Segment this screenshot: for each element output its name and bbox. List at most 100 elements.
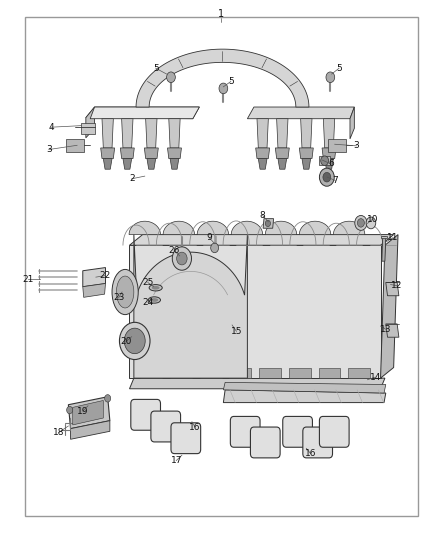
FancyBboxPatch shape: [131, 399, 160, 430]
Polygon shape: [102, 119, 113, 148]
Circle shape: [355, 215, 367, 230]
Circle shape: [265, 220, 271, 227]
Text: 5: 5: [153, 64, 159, 72]
Polygon shape: [302, 159, 311, 169]
Ellipse shape: [150, 298, 158, 302]
Polygon shape: [333, 221, 365, 235]
Ellipse shape: [112, 269, 138, 314]
Text: 15: 15: [231, 327, 242, 336]
Ellipse shape: [152, 286, 159, 289]
Circle shape: [211, 243, 219, 253]
Text: 2: 2: [129, 174, 134, 183]
FancyBboxPatch shape: [230, 416, 260, 447]
Ellipse shape: [149, 285, 162, 291]
Polygon shape: [66, 139, 84, 152]
Polygon shape: [86, 107, 199, 119]
Polygon shape: [71, 421, 110, 439]
Polygon shape: [68, 397, 110, 429]
Polygon shape: [170, 368, 192, 378]
Polygon shape: [83, 284, 106, 297]
Polygon shape: [167, 148, 181, 159]
Ellipse shape: [117, 276, 134, 308]
Text: 7: 7: [332, 176, 338, 185]
Polygon shape: [130, 245, 381, 378]
Circle shape: [321, 156, 328, 165]
Text: 18: 18: [53, 428, 64, 437]
Text: 3: 3: [353, 141, 360, 150]
Polygon shape: [146, 119, 157, 148]
Polygon shape: [141, 368, 162, 378]
FancyBboxPatch shape: [251, 427, 280, 458]
Text: 13: 13: [380, 325, 392, 334]
Polygon shape: [103, 159, 112, 169]
Text: 14: 14: [370, 373, 381, 382]
Polygon shape: [247, 107, 354, 119]
FancyBboxPatch shape: [283, 416, 312, 447]
Circle shape: [172, 247, 191, 270]
Polygon shape: [169, 119, 180, 148]
Polygon shape: [289, 368, 311, 378]
Circle shape: [124, 328, 145, 354]
Text: 9: 9: [207, 233, 212, 243]
Polygon shape: [200, 368, 222, 378]
Polygon shape: [197, 221, 229, 235]
Polygon shape: [323, 119, 335, 148]
Polygon shape: [136, 49, 309, 107]
FancyBboxPatch shape: [319, 416, 349, 447]
Text: 1: 1: [218, 9, 224, 19]
Polygon shape: [130, 235, 394, 245]
Polygon shape: [86, 107, 95, 138]
Polygon shape: [231, 221, 263, 235]
Polygon shape: [325, 159, 333, 169]
Polygon shape: [256, 148, 270, 159]
Polygon shape: [163, 221, 194, 235]
Polygon shape: [223, 382, 386, 393]
Text: 3: 3: [46, 145, 52, 154]
Text: 12: 12: [392, 281, 403, 290]
Polygon shape: [318, 368, 340, 378]
Polygon shape: [386, 324, 399, 337]
Polygon shape: [120, 148, 134, 159]
Polygon shape: [322, 148, 336, 159]
Text: 16: 16: [189, 423, 201, 432]
Polygon shape: [129, 221, 160, 235]
Polygon shape: [147, 159, 155, 169]
Circle shape: [366, 217, 376, 229]
Text: 5: 5: [228, 77, 233, 86]
Text: 23: 23: [113, 293, 124, 302]
Polygon shape: [130, 378, 385, 389]
Polygon shape: [348, 368, 370, 378]
Text: 10: 10: [367, 215, 378, 224]
Text: 21: 21: [22, 274, 34, 284]
Polygon shape: [382, 237, 386, 261]
FancyBboxPatch shape: [171, 423, 201, 454]
Circle shape: [323, 172, 331, 182]
Polygon shape: [278, 159, 287, 169]
Text: 17: 17: [170, 456, 182, 465]
Text: 6: 6: [328, 159, 334, 168]
Polygon shape: [257, 119, 268, 148]
Polygon shape: [386, 282, 399, 296]
Polygon shape: [328, 139, 346, 152]
Circle shape: [319, 168, 334, 186]
Polygon shape: [123, 159, 132, 169]
Polygon shape: [73, 400, 103, 425]
Polygon shape: [170, 159, 179, 169]
Text: 19: 19: [77, 407, 88, 416]
Polygon shape: [265, 221, 297, 235]
Polygon shape: [81, 123, 95, 134]
Text: 26: 26: [168, 246, 180, 255]
Polygon shape: [223, 390, 386, 402]
Polygon shape: [319, 156, 330, 165]
Polygon shape: [90, 107, 199, 119]
Text: 4: 4: [48, 123, 54, 132]
Circle shape: [177, 252, 187, 265]
Text: 22: 22: [100, 271, 111, 280]
Circle shape: [67, 406, 73, 414]
Polygon shape: [258, 159, 267, 169]
Circle shape: [357, 219, 364, 227]
Polygon shape: [276, 148, 289, 159]
Text: 8: 8: [260, 211, 265, 220]
Text: 25: 25: [142, 278, 154, 287]
Polygon shape: [122, 119, 133, 148]
